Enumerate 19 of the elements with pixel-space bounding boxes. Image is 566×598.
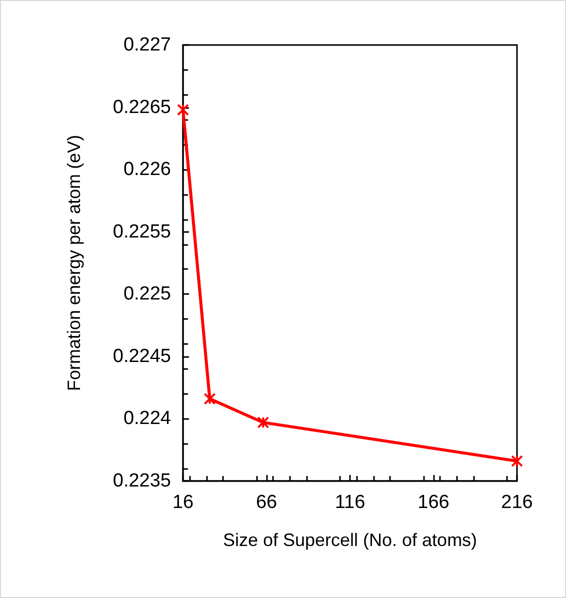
y-tick-label: 0.2235 bbox=[112, 470, 171, 492]
y-tick-label: 0.227 bbox=[123, 34, 171, 56]
point bbox=[257, 416, 270, 428]
y-tick-label: 0.2265 bbox=[112, 96, 171, 118]
x-tick-label: 166 bbox=[418, 492, 450, 513]
x-tick-label: 116 bbox=[334, 492, 366, 513]
y-tick-label: 0.224 bbox=[123, 408, 172, 430]
x-tick-label: 16 bbox=[172, 492, 194, 513]
x-tick-label: 216 bbox=[501, 492, 533, 513]
point bbox=[511, 455, 523, 468]
y-axis-title: Formation energy per atom (eV) bbox=[64, 134, 84, 392]
y-tick-label: 0.226 bbox=[123, 159, 171, 180]
x-axis-title: Size of Supercell (No. of atoms) bbox=[222, 530, 478, 550]
point bbox=[204, 392, 216, 405]
point bbox=[177, 104, 189, 116]
x-tick-label: 66 bbox=[256, 492, 278, 513]
y-tick-label: 0.2255 bbox=[112, 221, 171, 242]
y-tick-label: 0.2245 bbox=[112, 346, 171, 367]
y-tick-label: 0.225 bbox=[123, 284, 171, 305]
